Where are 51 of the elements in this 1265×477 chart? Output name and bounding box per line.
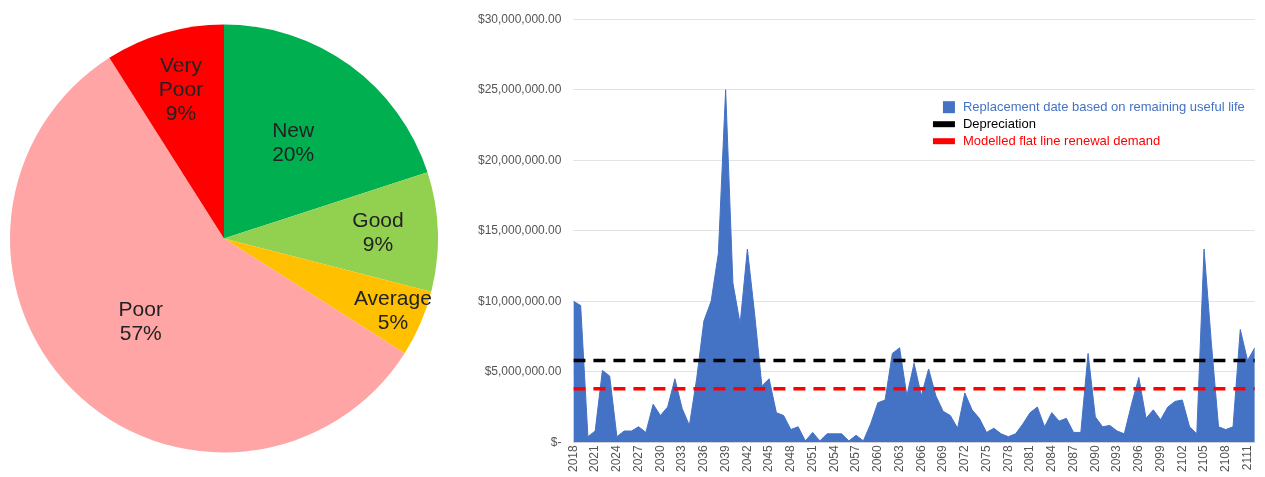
x-tick-label: 2084 [1044, 444, 1059, 473]
y-tick-label: $- [550, 434, 562, 449]
x-tick-label: 2066 [913, 444, 928, 473]
slice-label: New [272, 118, 316, 142]
x-tick-label: 2027 [630, 444, 645, 473]
x-tick-label: 2057 [848, 444, 863, 473]
y-tick-label: $15,000,000.00 [477, 223, 562, 238]
data-label: 5% [377, 310, 409, 334]
y-tick-label: $20,000,000.00 [477, 152, 562, 167]
y-tick-label: $25,000,000.00 [477, 82, 562, 97]
legend-label: Modelled flat line renewal demand [962, 132, 1161, 148]
x-tick-label: 2060 [870, 444, 885, 473]
y-tick-label: $10,000,000.00 [477, 293, 562, 308]
data-label: 57% [119, 320, 162, 344]
legend-label: Replacement date based on remaining useful life [962, 98, 1245, 114]
x-tick-label: 2072 [957, 444, 972, 473]
x-tick-label: 2093 [1109, 444, 1124, 473]
x-tick-label: 2018 [565, 444, 580, 473]
slice-label: Poor [118, 296, 163, 320]
x-tick-label: 2048 [783, 444, 798, 473]
x-tick-label: 2099 [1152, 444, 1167, 473]
x-tick-label: 2051 [804, 444, 819, 473]
slice-label: Very Poor [158, 53, 204, 101]
x-tick-label: 2090 [1087, 444, 1102, 473]
slice-label: Good [352, 208, 404, 232]
x-tick-label: 2069 [935, 444, 950, 473]
x-tick-label: 2024 [609, 444, 624, 473]
x-tick-label: 2021 [587, 444, 602, 473]
x-tick-label: 2087 [1065, 444, 1080, 473]
legend-label: Depreciation [962, 115, 1036, 131]
x-tick-label: 2108 [1218, 444, 1233, 473]
data-label: 9% [165, 101, 197, 125]
x-tick-label: 2102 [1174, 444, 1189, 473]
x-tick-label: 2111 [1239, 444, 1254, 471]
data-label: 9% [362, 232, 394, 256]
x-tick-label: 2030 [652, 444, 667, 473]
x-tick-label: 2105 [1196, 444, 1211, 473]
y-tick-label: $5,000,000.00 [484, 364, 562, 379]
y-tick-label: $30,000,000.00 [477, 11, 562, 26]
x-tick-label: 2096 [1131, 444, 1146, 473]
data-label: 20% [272, 142, 315, 166]
x-tick-label: 2033 [674, 444, 689, 473]
x-tick-label: 2039 [717, 444, 732, 473]
x-tick-label: 2078 [1000, 444, 1015, 473]
x-tick-label: 2081 [1022, 444, 1037, 473]
x-tick-label: 2063 [891, 444, 906, 473]
x-tick-label: 2042 [739, 444, 754, 473]
x-tick-label: 2045 [761, 444, 776, 473]
x-tick-label: 2036 [696, 444, 711, 473]
x-tick-label: 2075 [978, 444, 993, 473]
x-tick-label: 2054 [826, 444, 841, 473]
